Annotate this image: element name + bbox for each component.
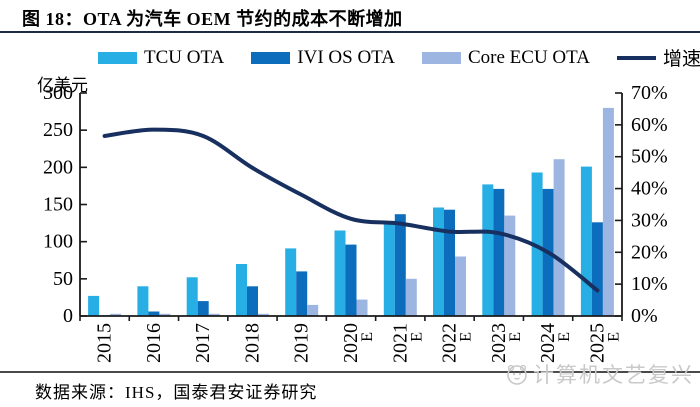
growth-rate-line bbox=[102, 127, 600, 293]
bar bbox=[493, 188, 505, 316]
x-tick-estimate-label: E bbox=[556, 332, 573, 342]
right-tick-label: 50% bbox=[631, 146, 668, 168]
bar bbox=[444, 209, 455, 316]
watermark: 计算机文艺复兴 bbox=[505, 359, 694, 389]
bar bbox=[455, 256, 466, 316]
bar bbox=[148, 311, 160, 316]
bar bbox=[602, 107, 614, 317]
core-ecu-ota-swatch-icon bbox=[421, 51, 461, 64]
bar bbox=[247, 286, 258, 316]
bar bbox=[591, 222, 603, 316]
left-axis-unit-label: 亿美元 bbox=[37, 76, 88, 95]
bar bbox=[258, 313, 269, 316]
bar bbox=[356, 299, 368, 316]
legend-label: Core ECU OTA bbox=[467, 46, 590, 68]
bar bbox=[137, 286, 149, 316]
tcu-ota-swatch-icon bbox=[98, 51, 137, 64]
bar bbox=[553, 159, 565, 316]
bar bbox=[197, 301, 209, 316]
title-divider bbox=[0, 31, 700, 33]
legend-item-growth-rate: 增速 bbox=[616, 44, 700, 71]
bar bbox=[159, 313, 171, 316]
right-axis-ticks: 0% 10% 20% 30% 40% 50% 60% 70% bbox=[615, 82, 668, 327]
chart-legend: TCU OTA IVI OS OTA Core ECU OTA 增速 bbox=[98, 44, 700, 71]
x-tick-estimate-label: E bbox=[359, 332, 376, 342]
legend-label: TCU OTA bbox=[144, 46, 225, 68]
x-tick-label: 2017 bbox=[192, 323, 214, 363]
right-tick-label: 40% bbox=[631, 178, 668, 200]
left-tick-label: 300 bbox=[43, 82, 73, 104]
growth-line-swatch-icon bbox=[616, 55, 656, 60]
x-tick-label: 2019 bbox=[291, 323, 313, 363]
right-tick-label: 70% bbox=[631, 82, 668, 104]
x-tick-label: 2025 bbox=[586, 323, 608, 363]
bar bbox=[110, 313, 122, 316]
x-tick-label: 2024 bbox=[537, 323, 559, 363]
bar bbox=[88, 295, 100, 316]
x-tick-label: 2022 bbox=[439, 323, 461, 363]
left-tick-label: 150 bbox=[43, 194, 73, 216]
left-tick-label: 0 bbox=[63, 305, 73, 327]
bar bbox=[504, 215, 516, 316]
left-tick-label: 200 bbox=[43, 156, 73, 178]
left-tick-label: 50 bbox=[53, 268, 73, 290]
x-tick-label: 2018 bbox=[241, 323, 263, 363]
bar-series-ivi-os-ota bbox=[99, 188, 603, 316]
bar-series-core-ecu-ota bbox=[110, 107, 614, 317]
left-tick-label: 100 bbox=[43, 231, 73, 253]
x-tick-label: 2015 bbox=[94, 323, 116, 363]
bar bbox=[433, 207, 444, 316]
left-axis-ticks: 0 50 100 150 200 250 300 bbox=[43, 82, 87, 327]
legend-label: 增速 bbox=[662, 49, 700, 70]
bar bbox=[405, 278, 417, 316]
legend-item-core-ecu-ota: Core ECU OTA bbox=[421, 46, 590, 69]
x-tick-estimate-label: E bbox=[507, 332, 524, 342]
bar bbox=[334, 230, 346, 316]
bar bbox=[285, 248, 297, 316]
figure-title: 图 18：OTA 为汽车 OEM 节约的成本不断增加 bbox=[22, 9, 403, 29]
bar bbox=[383, 220, 395, 316]
bar bbox=[236, 264, 247, 316]
legend-item-ivi-os-ota: IVI OS OTA bbox=[251, 47, 395, 69]
bar bbox=[580, 166, 592, 316]
bar bbox=[307, 304, 319, 316]
x-tick-label: 2021 bbox=[389, 323, 411, 363]
x-tick-label: 2016 bbox=[143, 323, 165, 363]
right-tick-label: 0% bbox=[631, 305, 658, 327]
legend-label: IVI OS OTA bbox=[297, 46, 395, 68]
bar-series-tcu-ota bbox=[88, 166, 592, 316]
bar bbox=[482, 184, 494, 316]
watermark-logo-icon bbox=[507, 364, 527, 385]
bar bbox=[345, 244, 357, 316]
right-tick-label: 20% bbox=[631, 241, 668, 263]
legend-item-tcu-ota: TCU OTA bbox=[98, 47, 224, 69]
x-tick-estimate-label: E bbox=[408, 332, 425, 342]
bars-group bbox=[88, 107, 614, 317]
watermark-text: 计算机文艺复兴 bbox=[533, 363, 694, 387]
ivi-os-ota-swatch-icon bbox=[251, 51, 291, 64]
x-tick-estimate-label: E bbox=[605, 332, 622, 342]
left-tick-label: 250 bbox=[43, 119, 73, 141]
bar bbox=[296, 271, 308, 316]
bar bbox=[394, 214, 406, 316]
right-tick-label: 60% bbox=[631, 114, 668, 136]
x-tick-estimate-label: E bbox=[458, 332, 475, 342]
x-tick-label: 2023 bbox=[488, 323, 510, 363]
right-tick-label: 10% bbox=[631, 273, 668, 295]
x-tick-label: 2020 bbox=[340, 323, 362, 363]
data-source-note: 数据来源：IHS，国泰君安证券研究 bbox=[35, 383, 318, 402]
right-tick-label: 30% bbox=[631, 209, 668, 231]
bar bbox=[186, 277, 198, 316]
footer-divider bbox=[0, 371, 700, 373]
bar bbox=[208, 313, 220, 316]
